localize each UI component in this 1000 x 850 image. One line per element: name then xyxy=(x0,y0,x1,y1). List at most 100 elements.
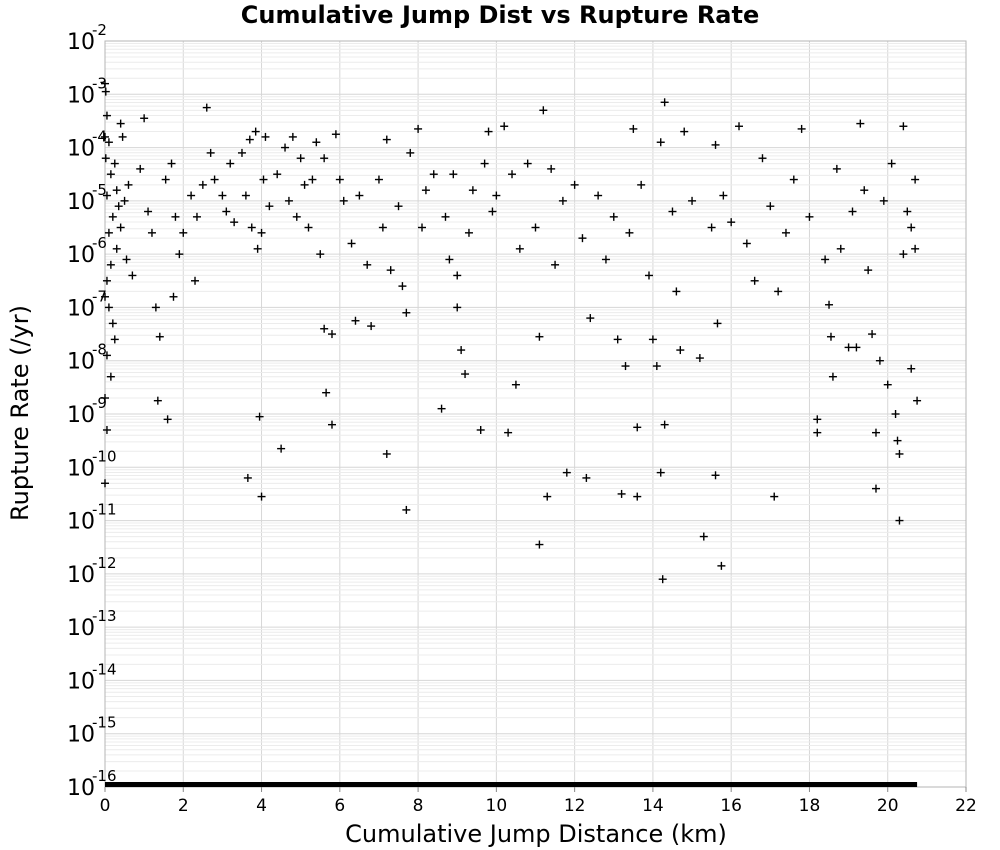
data-point xyxy=(492,191,501,200)
data-point xyxy=(658,575,667,584)
data-point xyxy=(418,223,427,232)
data-point xyxy=(511,380,520,389)
data-point xyxy=(911,244,920,253)
data-point xyxy=(108,319,117,328)
y-tick-exponent: -4 xyxy=(92,128,107,146)
data-point xyxy=(672,287,681,296)
y-tick-exponent: -11 xyxy=(92,501,117,519)
data-point xyxy=(887,159,896,168)
data-point xyxy=(601,255,610,264)
data-point xyxy=(382,449,391,458)
x-tick-label: 20 xyxy=(877,796,899,816)
data-point xyxy=(578,234,587,243)
data-point xyxy=(226,159,235,168)
y-tick-exponent: -6 xyxy=(92,234,107,252)
y-tick-base: 10 xyxy=(67,30,95,55)
data-point xyxy=(789,175,798,184)
y-tick-base: 10 xyxy=(67,456,95,481)
y-tick-exponent: -7 xyxy=(92,287,107,305)
data-point xyxy=(441,212,450,221)
data-point xyxy=(871,428,880,437)
data-point xyxy=(394,202,403,211)
data-point xyxy=(247,223,256,232)
data-point xyxy=(257,228,266,237)
data-point xyxy=(230,218,239,227)
data-point xyxy=(202,103,211,112)
data-point xyxy=(895,449,904,458)
data-point xyxy=(551,260,560,269)
y-tick-label: 10-16 xyxy=(67,767,117,801)
data-point xyxy=(609,212,618,221)
data-point xyxy=(112,186,121,195)
data-point xyxy=(617,489,626,498)
y-tick-base: 10 xyxy=(67,350,95,375)
data-point xyxy=(907,364,916,373)
data-point xyxy=(382,135,391,144)
data-point xyxy=(136,164,145,173)
data-point xyxy=(161,175,170,184)
data-point xyxy=(879,196,888,205)
data-point xyxy=(891,410,900,418)
data-point xyxy=(750,276,759,285)
data-point xyxy=(296,154,305,163)
data-point xyxy=(644,271,653,280)
y-tick-base: 10 xyxy=(67,616,95,641)
data-point xyxy=(114,202,123,211)
data-point xyxy=(104,228,113,237)
data-point xyxy=(331,130,340,139)
data-point xyxy=(281,143,290,152)
x-tick-label: 10 xyxy=(486,796,508,816)
floor-band xyxy=(105,782,918,787)
data-point xyxy=(508,170,517,179)
data-point xyxy=(586,314,595,323)
y-tick-base: 10 xyxy=(67,669,95,694)
y-tick-label: 10-15 xyxy=(67,714,117,748)
data-point xyxy=(102,351,111,360)
data-point xyxy=(832,164,841,173)
data-point xyxy=(429,170,438,179)
data-point xyxy=(582,473,591,482)
y-tick-label: 10-6 xyxy=(67,234,107,268)
data-point xyxy=(868,330,877,339)
data-point xyxy=(500,122,509,131)
data-point xyxy=(355,191,364,200)
data-point xyxy=(660,420,669,429)
y-tick-base: 10 xyxy=(67,190,95,215)
data-point xyxy=(699,532,708,541)
x-tick-label: 4 xyxy=(256,796,267,816)
data-point xyxy=(539,106,548,115)
data-point xyxy=(836,244,845,253)
data-point xyxy=(335,175,344,184)
data-point xyxy=(102,111,111,120)
data-point xyxy=(284,196,293,205)
x-tick-label: 16 xyxy=(720,796,742,816)
data-point xyxy=(558,196,567,205)
floor-band-bar xyxy=(105,782,918,787)
data-point xyxy=(911,175,920,184)
data-point xyxy=(112,244,121,253)
data-point xyxy=(101,154,110,163)
y-tick-exponent: -12 xyxy=(92,554,117,572)
data-point xyxy=(255,412,264,421)
data-point xyxy=(713,319,722,328)
data-point xyxy=(633,423,642,432)
data-point xyxy=(386,266,395,275)
data-point xyxy=(449,170,458,179)
y-tick-label: 10-9 xyxy=(67,394,107,428)
data-point xyxy=(652,362,661,371)
y-tick-exponent: -5 xyxy=(92,181,107,199)
data-point xyxy=(179,228,188,237)
x-tick-label: 12 xyxy=(564,796,586,816)
data-point xyxy=(402,308,411,317)
y-tick-exponent: -10 xyxy=(92,447,117,465)
data-point xyxy=(676,346,685,355)
data-point xyxy=(913,396,922,405)
data-point xyxy=(547,164,556,173)
data-point xyxy=(144,207,153,216)
y-tick-exponent: -8 xyxy=(92,341,107,359)
data-point xyxy=(210,175,219,184)
data-point xyxy=(171,212,180,221)
data-point xyxy=(251,127,260,136)
data-point xyxy=(656,468,665,477)
data-point xyxy=(570,180,579,189)
